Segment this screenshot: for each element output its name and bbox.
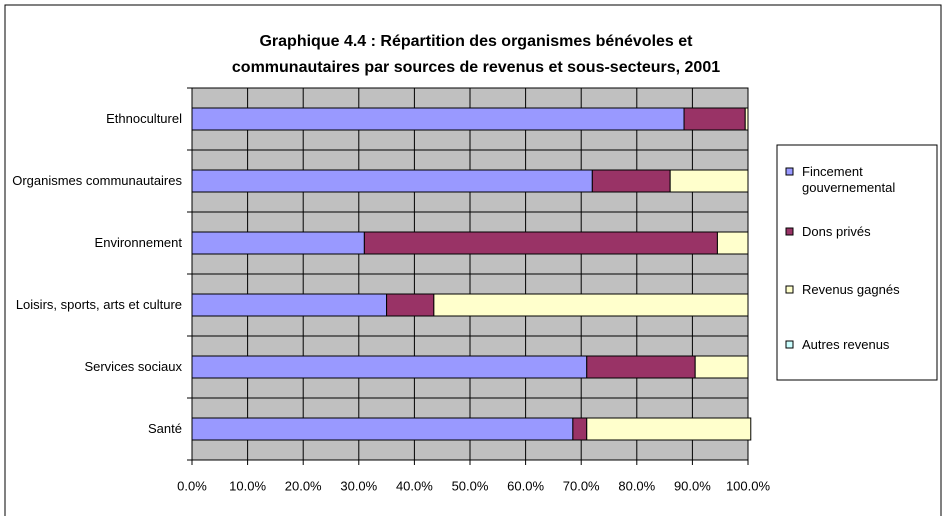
x-tick-label: 40.0% bbox=[396, 478, 433, 493]
bar-segment bbox=[572, 417, 588, 441]
x-tick-label: 20.0% bbox=[285, 478, 322, 493]
legend-label-text: Autres revenus bbox=[802, 337, 890, 352]
bar-segment bbox=[191, 293, 388, 317]
bar-segment bbox=[586, 355, 696, 379]
y-tick-label: Organismes communautaires bbox=[0, 173, 182, 189]
bar-segment bbox=[694, 355, 749, 379]
y-tick-label-text: Environnement bbox=[94, 235, 182, 250]
bar-segment bbox=[191, 231, 365, 255]
x-tick-label: 90.0% bbox=[674, 478, 711, 493]
bar-segment bbox=[363, 231, 718, 255]
x-tick-label: 100.0% bbox=[726, 478, 771, 493]
chart-subtitle: communautaires par sources de revenus et… bbox=[232, 59, 720, 76]
bar-segment bbox=[683, 107, 746, 131]
bar-segment bbox=[191, 417, 574, 441]
x-tick-label: 70.0% bbox=[563, 478, 600, 493]
bar-segment bbox=[433, 293, 749, 317]
x-tick-label: 0.0% bbox=[177, 478, 207, 493]
y-tick-label-text: Loisirs, sports, arts et culture bbox=[15, 297, 182, 312]
legend-label-text: Revenus gagnés bbox=[802, 282, 900, 297]
x-tick-label: 10.0% bbox=[229, 478, 266, 493]
bar-segment bbox=[586, 417, 752, 441]
bar-segment bbox=[744, 107, 749, 131]
legend-label: Revenus gagnés bbox=[802, 282, 932, 298]
y-tick-label-text: Organismes communautaires bbox=[12, 173, 182, 188]
legend-label: Autres revenus bbox=[802, 337, 932, 353]
legend bbox=[776, 144, 938, 381]
legend-label: Dons privés bbox=[802, 224, 932, 240]
y-tick-label: Ethnoculturel bbox=[0, 111, 182, 127]
bar-segment bbox=[191, 169, 593, 193]
x-tick-label: 30.0% bbox=[340, 478, 377, 493]
legend-swatch bbox=[785, 227, 794, 236]
legend-label-text: Fincement gouvernemental bbox=[802, 164, 896, 195]
x-tick-label: 50.0% bbox=[452, 478, 489, 493]
bar-segment bbox=[669, 169, 749, 193]
x-tick-label: 60.0% bbox=[507, 478, 544, 493]
y-tick-label: Environnement bbox=[0, 235, 182, 251]
y-tick-label-text: Santé bbox=[148, 421, 182, 436]
bar-segment bbox=[386, 293, 435, 317]
bar-segment bbox=[716, 231, 749, 255]
bar-segment bbox=[591, 169, 671, 193]
legend-swatch bbox=[785, 340, 794, 349]
bar-segment bbox=[191, 107, 685, 131]
y-tick-label: Santé bbox=[0, 421, 182, 437]
legend-swatch bbox=[785, 285, 794, 294]
y-tick-label: Services sociaux bbox=[0, 359, 182, 375]
y-tick-label-text: Services sociaux bbox=[84, 359, 182, 374]
legend-label: Fincement gouvernemental bbox=[802, 164, 932, 196]
y-tick-label: Loisirs, sports, arts et culture bbox=[0, 297, 182, 313]
x-tick-label: 80.0% bbox=[618, 478, 655, 493]
chart-title: Graphique 4.4 : Répartition des organism… bbox=[259, 33, 693, 50]
y-tick-label-text: Ethnoculturel bbox=[106, 111, 182, 126]
bar-segment bbox=[191, 355, 588, 379]
legend-swatch bbox=[785, 167, 794, 176]
legend-label-text: Dons privés bbox=[802, 224, 871, 239]
